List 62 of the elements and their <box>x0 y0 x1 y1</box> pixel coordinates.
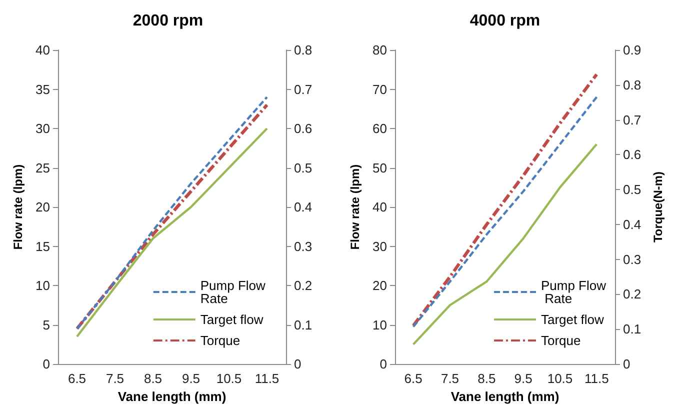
y2-tick-label: 0.5 <box>294 160 312 176</box>
x-tick-label: 8.5 <box>144 371 162 386</box>
y2-tick-label: 0.1 <box>623 322 642 337</box>
y-axis-title: Flow rate (lpm) <box>348 164 362 250</box>
y2-tick-label: 0.7 <box>294 82 312 97</box>
y-tick-label: 15 <box>36 238 50 254</box>
y-tick-label: 50 <box>372 160 387 176</box>
y-axis-title: Flow rate (lpm) <box>11 164 25 250</box>
y2-tick-label: 0.6 <box>623 147 642 162</box>
y-tick-label: 30 <box>36 121 50 136</box>
y-tick-label: 35 <box>36 82 50 97</box>
y2-tick-label: 0.2 <box>294 278 312 293</box>
y2-axis-title: Torque(N-m) <box>650 171 665 243</box>
y2-tick-label: 0.6 <box>294 121 312 136</box>
y-tick-label: 70 <box>372 82 387 97</box>
y-tick-label: 10 <box>36 278 50 293</box>
y2-tick-label: 0.1 <box>294 317 312 332</box>
legend-label: Pump Flow Rate <box>200 278 270 306</box>
chart-title: 2000 rpm <box>132 12 204 30</box>
legend-label: Pump Flow Rate <box>540 278 607 306</box>
y-tick-label: 0 <box>380 356 387 372</box>
y-tick-label: 25 <box>36 160 50 176</box>
y-tick-label: 80 <box>372 42 387 58</box>
y-tick-label: 5 <box>42 317 50 332</box>
y2-tick-label: 0.8 <box>294 42 312 58</box>
y2-tick-label: 0.4 <box>294 200 312 214</box>
x-tick-label: 8.5 <box>478 371 496 386</box>
legend-label: Target flow <box>540 312 604 327</box>
y2-tick-label: 0.4 <box>623 216 642 232</box>
y2-tick-label: 0.8 <box>623 77 642 92</box>
y-tick-label: 30 <box>372 238 387 254</box>
legend-label: Torque <box>200 333 240 348</box>
x-tick-label: 9.5 <box>514 371 532 386</box>
legend-label: Torque <box>540 333 581 348</box>
x-tick-label: 9.5 <box>182 371 200 386</box>
y-tick-label: 40 <box>36 42 50 58</box>
x-tick-label: 6.5 <box>68 371 86 386</box>
x-axis-title: Vane length (mm) <box>118 389 226 404</box>
y2-tick-label: 0.9 <box>623 42 642 58</box>
y2-tick-label: 0.7 <box>623 112 642 128</box>
x-tick-label: 6.5 <box>404 371 422 386</box>
y2-tick-label: 0.3 <box>294 238 312 254</box>
y2-tick-label: 0.3 <box>623 252 642 267</box>
x-tick-label: 11.5 <box>584 371 609 386</box>
y2-tick-label: 0.2 <box>623 286 642 302</box>
y-tick-label: 60 <box>372 121 387 136</box>
y2-tick-label: 0 <box>623 356 630 372</box>
y-tick-label: 0 <box>42 356 50 372</box>
y-tick-label: 20 <box>372 278 387 293</box>
y2-tick-label: 0.5 <box>623 182 642 198</box>
y-tick-label: 10 <box>372 317 387 332</box>
x-tick-label: 7.5 <box>106 371 124 386</box>
chart-title: 4000 rpm <box>470 12 540 30</box>
x-tick-label: 7.5 <box>440 371 460 386</box>
x-tick-label: 10.5 <box>547 371 573 386</box>
y-tick-label: 20 <box>36 200 50 214</box>
y2-tick-label: 0 <box>294 356 302 372</box>
x-tick-label: 11.5 <box>254 371 280 386</box>
legend-label: Target flow <box>200 312 264 327</box>
y-tick-label: 40 <box>372 200 387 214</box>
x-tick-label: 10.5 <box>216 371 242 386</box>
x-axis-title: Vane length (mm) <box>450 389 560 404</box>
